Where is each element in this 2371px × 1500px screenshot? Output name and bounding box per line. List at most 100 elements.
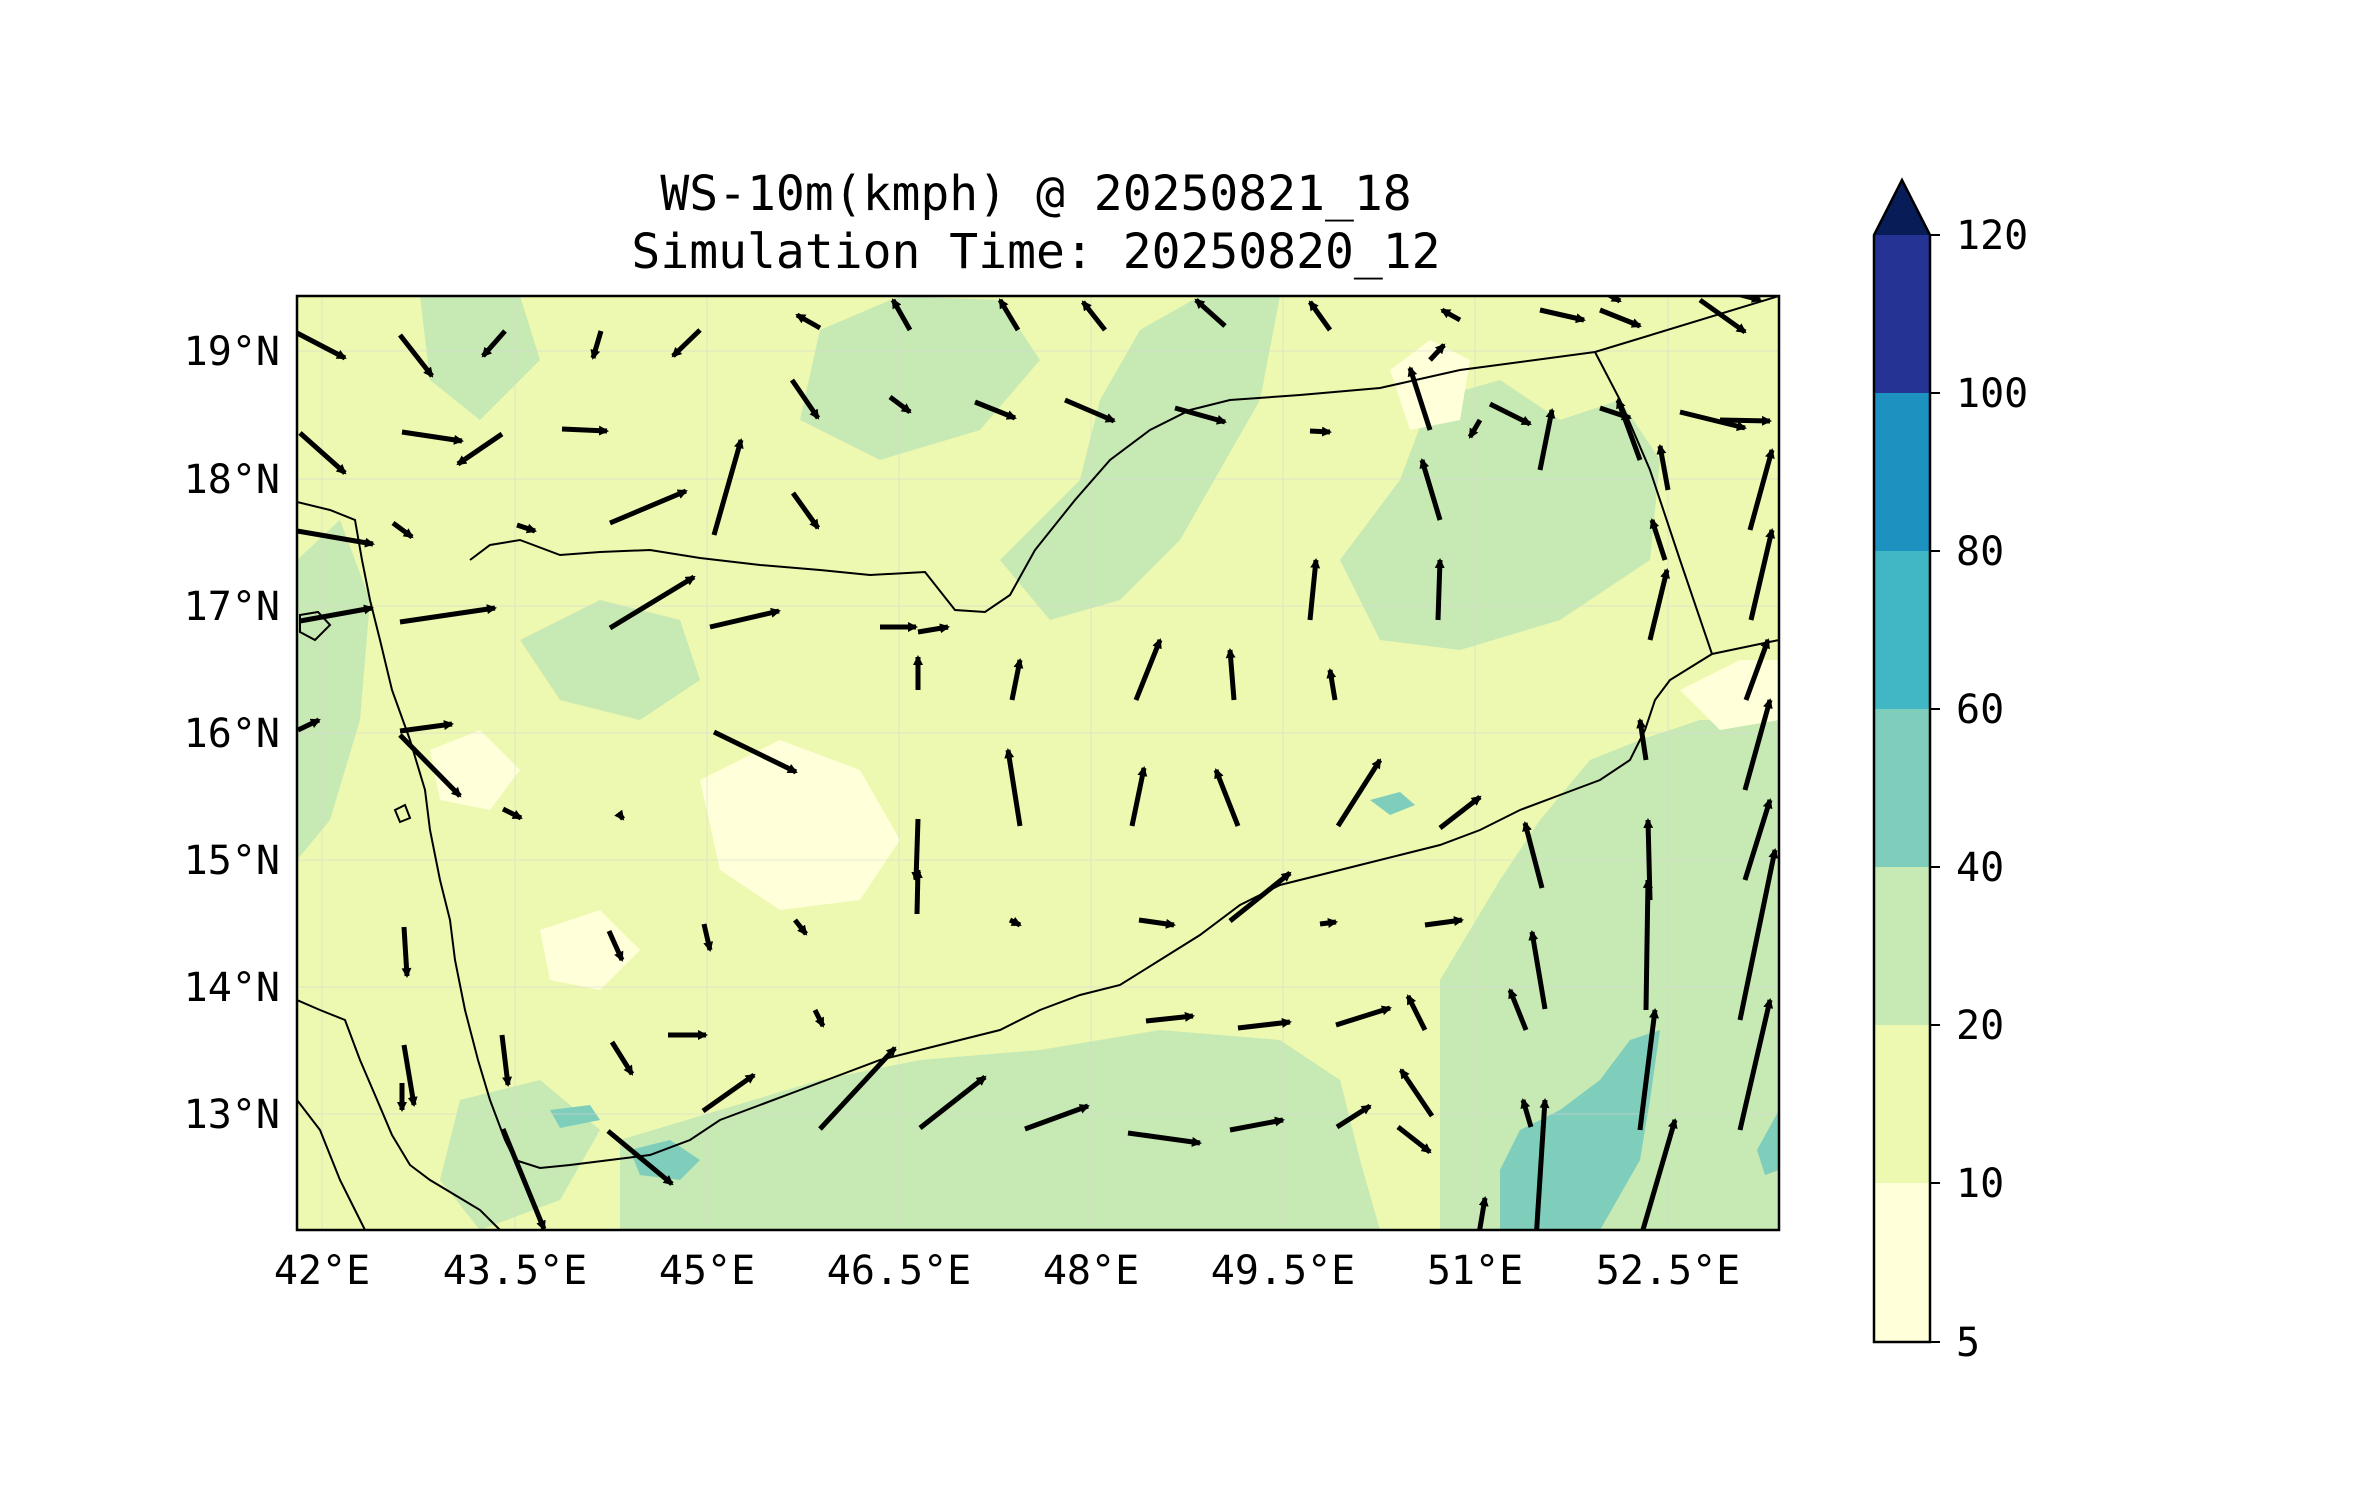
wind-arrow <box>671 328 702 358</box>
wind-arrow <box>1719 415 1772 426</box>
wind-arrow <box>1520 1098 1534 1128</box>
wind-arrow <box>1440 307 1462 323</box>
wind-arrow <box>1081 300 1107 332</box>
wind-arrow <box>1522 821 1545 889</box>
contour-5-10-east-patch <box>1390 340 1470 430</box>
contour-40-60-coast-east <box>1757 1110 1779 1175</box>
x-tick-42: 42°E <box>274 1248 370 1294</box>
wind-arrow <box>1747 448 1775 531</box>
wind-arrow <box>911 818 922 882</box>
colorbar-outline <box>1872 177 1932 1344</box>
y-tick-18: 18°N <box>184 457 280 503</box>
wind-arrow <box>1534 1098 1550 1230</box>
x-tick-51: 51°E <box>1427 1248 1523 1294</box>
wind-arrow <box>1398 1068 1435 1118</box>
wind-arrow <box>399 604 497 625</box>
wind-arrow <box>1004 748 1023 827</box>
contour-40-60-red-sea <box>550 1105 600 1128</box>
wind-arrow <box>818 1046 897 1131</box>
wind-arrow <box>1734 296 1762 303</box>
colorbar-band-10-20 <box>1874 1025 1930 1183</box>
wind-arrow <box>1428 343 1446 362</box>
y-tick-15: 15°N <box>184 838 280 884</box>
wind-arrow <box>1407 366 1433 431</box>
wind-arrow <box>501 806 523 821</box>
colorbar-band-20-40 <box>1874 867 1930 1025</box>
colorbar: 5 10 20 40 60 80 100 120 <box>1872 177 2028 1366</box>
wind-arrow <box>1698 297 1747 335</box>
wind-arrow <box>1640 1118 1678 1230</box>
wind-arrow <box>456 431 504 467</box>
wind-arrow <box>1642 878 1653 1011</box>
wind-arrow <box>401 1044 418 1107</box>
wind-arrow <box>399 720 454 734</box>
x-axis: 42°E 43.5°E 45°E 46.5°E 48°E 49.5°E 51°E… <box>274 1248 1740 1294</box>
y-tick-17: 17°N <box>184 584 280 630</box>
y-tick-19: 19°N <box>184 329 280 375</box>
x-tick-49-5: 49.5°E <box>1211 1248 1356 1294</box>
farasan-island <box>299 610 332 642</box>
wind-arrow <box>1326 668 1338 701</box>
wind-arrow <box>614 809 625 821</box>
wind-arrow <box>1024 1103 1090 1132</box>
wind-arrow <box>709 607 781 630</box>
wind-arrow <box>298 431 347 475</box>
colorbar-band-5-10 <box>1874 1183 1930 1342</box>
wind-arrow <box>1194 298 1227 328</box>
wind-arrow <box>701 1072 756 1114</box>
contour-20-40-east <box>1340 380 1660 650</box>
wind-arrow <box>918 1075 987 1130</box>
wind-arrow <box>1335 758 1383 828</box>
wind-arrow <box>812 1008 826 1028</box>
map-title-line2: Simulation Time: 20250820_12 <box>631 224 1440 280</box>
colorbar-tick-5: 5 <box>1956 1320 1980 1366</box>
wind-arrow <box>1438 795 1482 830</box>
wind-arrow <box>1643 818 1654 901</box>
wind-arrow <box>888 395 912 414</box>
wind-arrow <box>1225 648 1237 701</box>
x-tick-48: 48°E <box>1043 1248 1139 1294</box>
contour-20-40-north <box>420 296 540 420</box>
colorbar-tick-120: 120 <box>1956 213 2028 259</box>
colorbar-band-100-120 <box>1874 235 1930 393</box>
wind-arrow <box>398 333 434 378</box>
wind-arrow <box>711 438 744 536</box>
colorbar-tick-10: 10 <box>1956 1161 2004 1207</box>
wind-arrow <box>1064 397 1116 424</box>
x-tick-43-5: 43.5°E <box>443 1248 588 1294</box>
wind-arrow <box>299 604 374 624</box>
wind-arrow <box>398 733 462 798</box>
wind-arrow <box>1237 1017 1292 1031</box>
wind-arrow <box>608 574 696 631</box>
x-tick-52-5: 52.5°E <box>1596 1248 1741 1294</box>
wind-arrow <box>1434 558 1445 621</box>
wind-arrow <box>1656 444 1671 491</box>
wind-arrow <box>917 623 950 635</box>
wind-arrow <box>1737 848 1779 1021</box>
colorbar-band-80-100 <box>1874 393 1930 551</box>
wind-arrow <box>1537 408 1556 471</box>
wind-arrow <box>1467 418 1483 439</box>
wind-arrow <box>1138 917 1176 929</box>
wind-arrow <box>1649 518 1668 561</box>
saudi-yemen-border <box>469 296 1779 614</box>
wind-arrow <box>1647 568 1670 641</box>
wind-arrow <box>1539 307 1586 324</box>
wind-arrow <box>297 717 321 733</box>
wind-arrow <box>1008 916 1022 928</box>
colorbar-tick-20: 20 <box>1956 1003 2004 1049</box>
wind-vectors <box>297 296 1779 1230</box>
wind-arrow <box>1528 930 1548 1010</box>
wind-arrow <box>1319 918 1338 928</box>
colorbar-tick-80: 80 <box>1956 529 2004 575</box>
wind-arrow <box>1743 638 1771 701</box>
wind-arrow <box>1396 1125 1432 1154</box>
y-tick-16: 16°N <box>184 711 280 757</box>
map-title-line1: WS-10m(kmph) @ 20250821_18 <box>660 166 1411 222</box>
wind-arrow <box>793 918 808 936</box>
wind-arrow <box>606 929 625 962</box>
wind-arrow <box>1679 409 1747 431</box>
contour-40-60-gulf-aden-west <box>630 1140 700 1180</box>
wind-arrow <box>516 522 537 534</box>
